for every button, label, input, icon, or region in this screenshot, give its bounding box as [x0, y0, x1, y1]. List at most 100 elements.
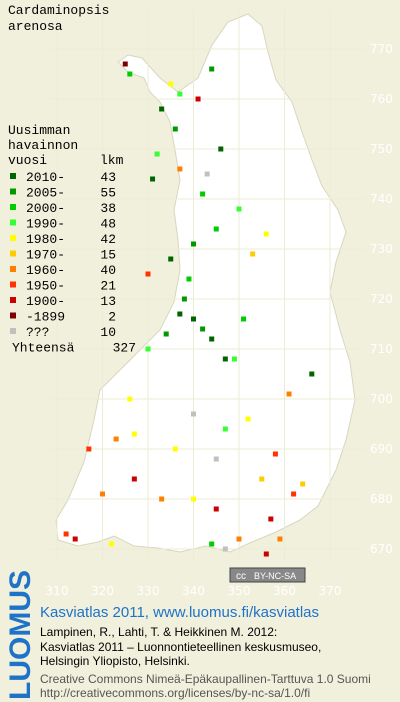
legend-swatch [10, 281, 16, 288]
record-square [177, 166, 183, 172]
legend-swatch [10, 266, 16, 272]
record-square [122, 61, 128, 67]
legend-label: 1970- [26, 248, 65, 263]
license: http://creativecommons.org/licenses/by-n… [40, 686, 310, 700]
record-square [159, 106, 165, 112]
citation: Kasviatlas 2011 – Luonnontieteellinen ke… [40, 640, 321, 654]
record-square [272, 451, 278, 457]
citation: Helsingin Yliopisto, Helsinki. [40, 654, 190, 668]
license-text: BY-NC-SA [254, 571, 296, 581]
legend-swatch [10, 204, 16, 210]
legend-label: 1960- [26, 263, 65, 278]
legend-label: -1899 [26, 310, 65, 325]
record-square [186, 276, 192, 282]
legend-swatch [10, 188, 16, 195]
legend-swatch [10, 328, 16, 334]
record-square [131, 431, 137, 437]
legend-total-label: Yhteensä [12, 341, 75, 356]
record-square [218, 146, 224, 152]
record-square [236, 536, 242, 542]
record-square [286, 391, 292, 397]
species-name: arenosa [8, 19, 63, 34]
record-square [245, 416, 251, 422]
record-square [86, 446, 92, 452]
record-square [259, 476, 265, 482]
legend-label: ??? [26, 325, 49, 340]
legend-swatch [10, 219, 16, 226]
record-square [195, 96, 201, 102]
y-tick-label: 690 [370, 442, 393, 456]
legend-swatch [10, 250, 16, 257]
legend-header: Uusimman [8, 123, 70, 138]
record-square [231, 356, 237, 362]
record-square [150, 176, 156, 182]
legend-count: 38 [100, 201, 116, 216]
record-square [241, 316, 247, 322]
record-square [172, 126, 178, 132]
record-square [109, 541, 115, 547]
record-square [268, 516, 274, 522]
legend-count: 10 [100, 325, 116, 340]
y-tick-label: 750 [370, 142, 393, 156]
legend-label: 2010- [26, 170, 65, 185]
citation: Lampinen, R., Lahti, T. & Heikkinen M. 2… [40, 625, 277, 639]
logo: LUOMUS [4, 570, 37, 700]
record-square [236, 206, 242, 212]
record-square [163, 331, 169, 337]
legend-label: 2000- [26, 201, 65, 216]
license-icon: cc [236, 571, 246, 582]
record-square [168, 256, 174, 262]
y-tick-label: 680 [370, 492, 393, 506]
legend-count: 55 [100, 186, 116, 201]
y-tick-label: 700 [370, 392, 393, 406]
record-square [200, 326, 206, 332]
record-square [63, 531, 69, 537]
license: Creative Commons Nimeä-Epäkaupallinen-Ta… [40, 672, 371, 686]
record-square [213, 506, 219, 512]
legend-count: 43 [100, 170, 116, 185]
legend-swatch [10, 173, 16, 179]
record-square [131, 476, 137, 482]
x-tick-label: 350 [228, 584, 251, 598]
legend-header: havainnon [8, 138, 78, 153]
record-square [209, 66, 215, 72]
record-square [300, 481, 306, 487]
record-square [250, 251, 256, 257]
legend-count: 15 [100, 248, 116, 263]
legend-label: 2005- [26, 186, 65, 201]
y-tick-label: 770 [370, 42, 393, 56]
y-tick-label: 730 [370, 242, 393, 256]
y-tick-label: 740 [370, 192, 393, 206]
y-tick-label: 710 [370, 342, 393, 356]
record-square [222, 546, 228, 552]
species-name: Cardaminopsis [8, 3, 109, 18]
legend-label: 1990- [26, 217, 65, 232]
legend-count: 21 [100, 279, 116, 294]
record-square [113, 436, 119, 442]
y-tick-label: 760 [370, 92, 393, 106]
headline: Kasviatlas 2011, www.luomus.fi/kasviatla… [40, 604, 319, 621]
record-square [277, 536, 283, 542]
legend-label: 1900- [26, 294, 65, 309]
record-square [191, 411, 196, 417]
record-square [100, 491, 105, 497]
record-square [181, 296, 187, 302]
x-tick-label: 340 [182, 584, 205, 598]
record-square [145, 271, 151, 277]
x-tick-label: 310 [46, 584, 69, 598]
legend-count: 42 [100, 232, 116, 247]
record-square [263, 551, 269, 557]
x-tick-label: 360 [273, 584, 296, 598]
legend-label: 1950- [26, 279, 65, 294]
record-square [177, 91, 183, 97]
record-square [177, 311, 183, 317]
record-square [168, 81, 174, 87]
record-square [191, 316, 196, 322]
record-square [172, 446, 178, 452]
legend-swatch [10, 297, 16, 303]
x-tick-label: 330 [137, 584, 160, 598]
legend-count: 13 [100, 294, 116, 309]
legend-total: 327 [113, 341, 136, 356]
